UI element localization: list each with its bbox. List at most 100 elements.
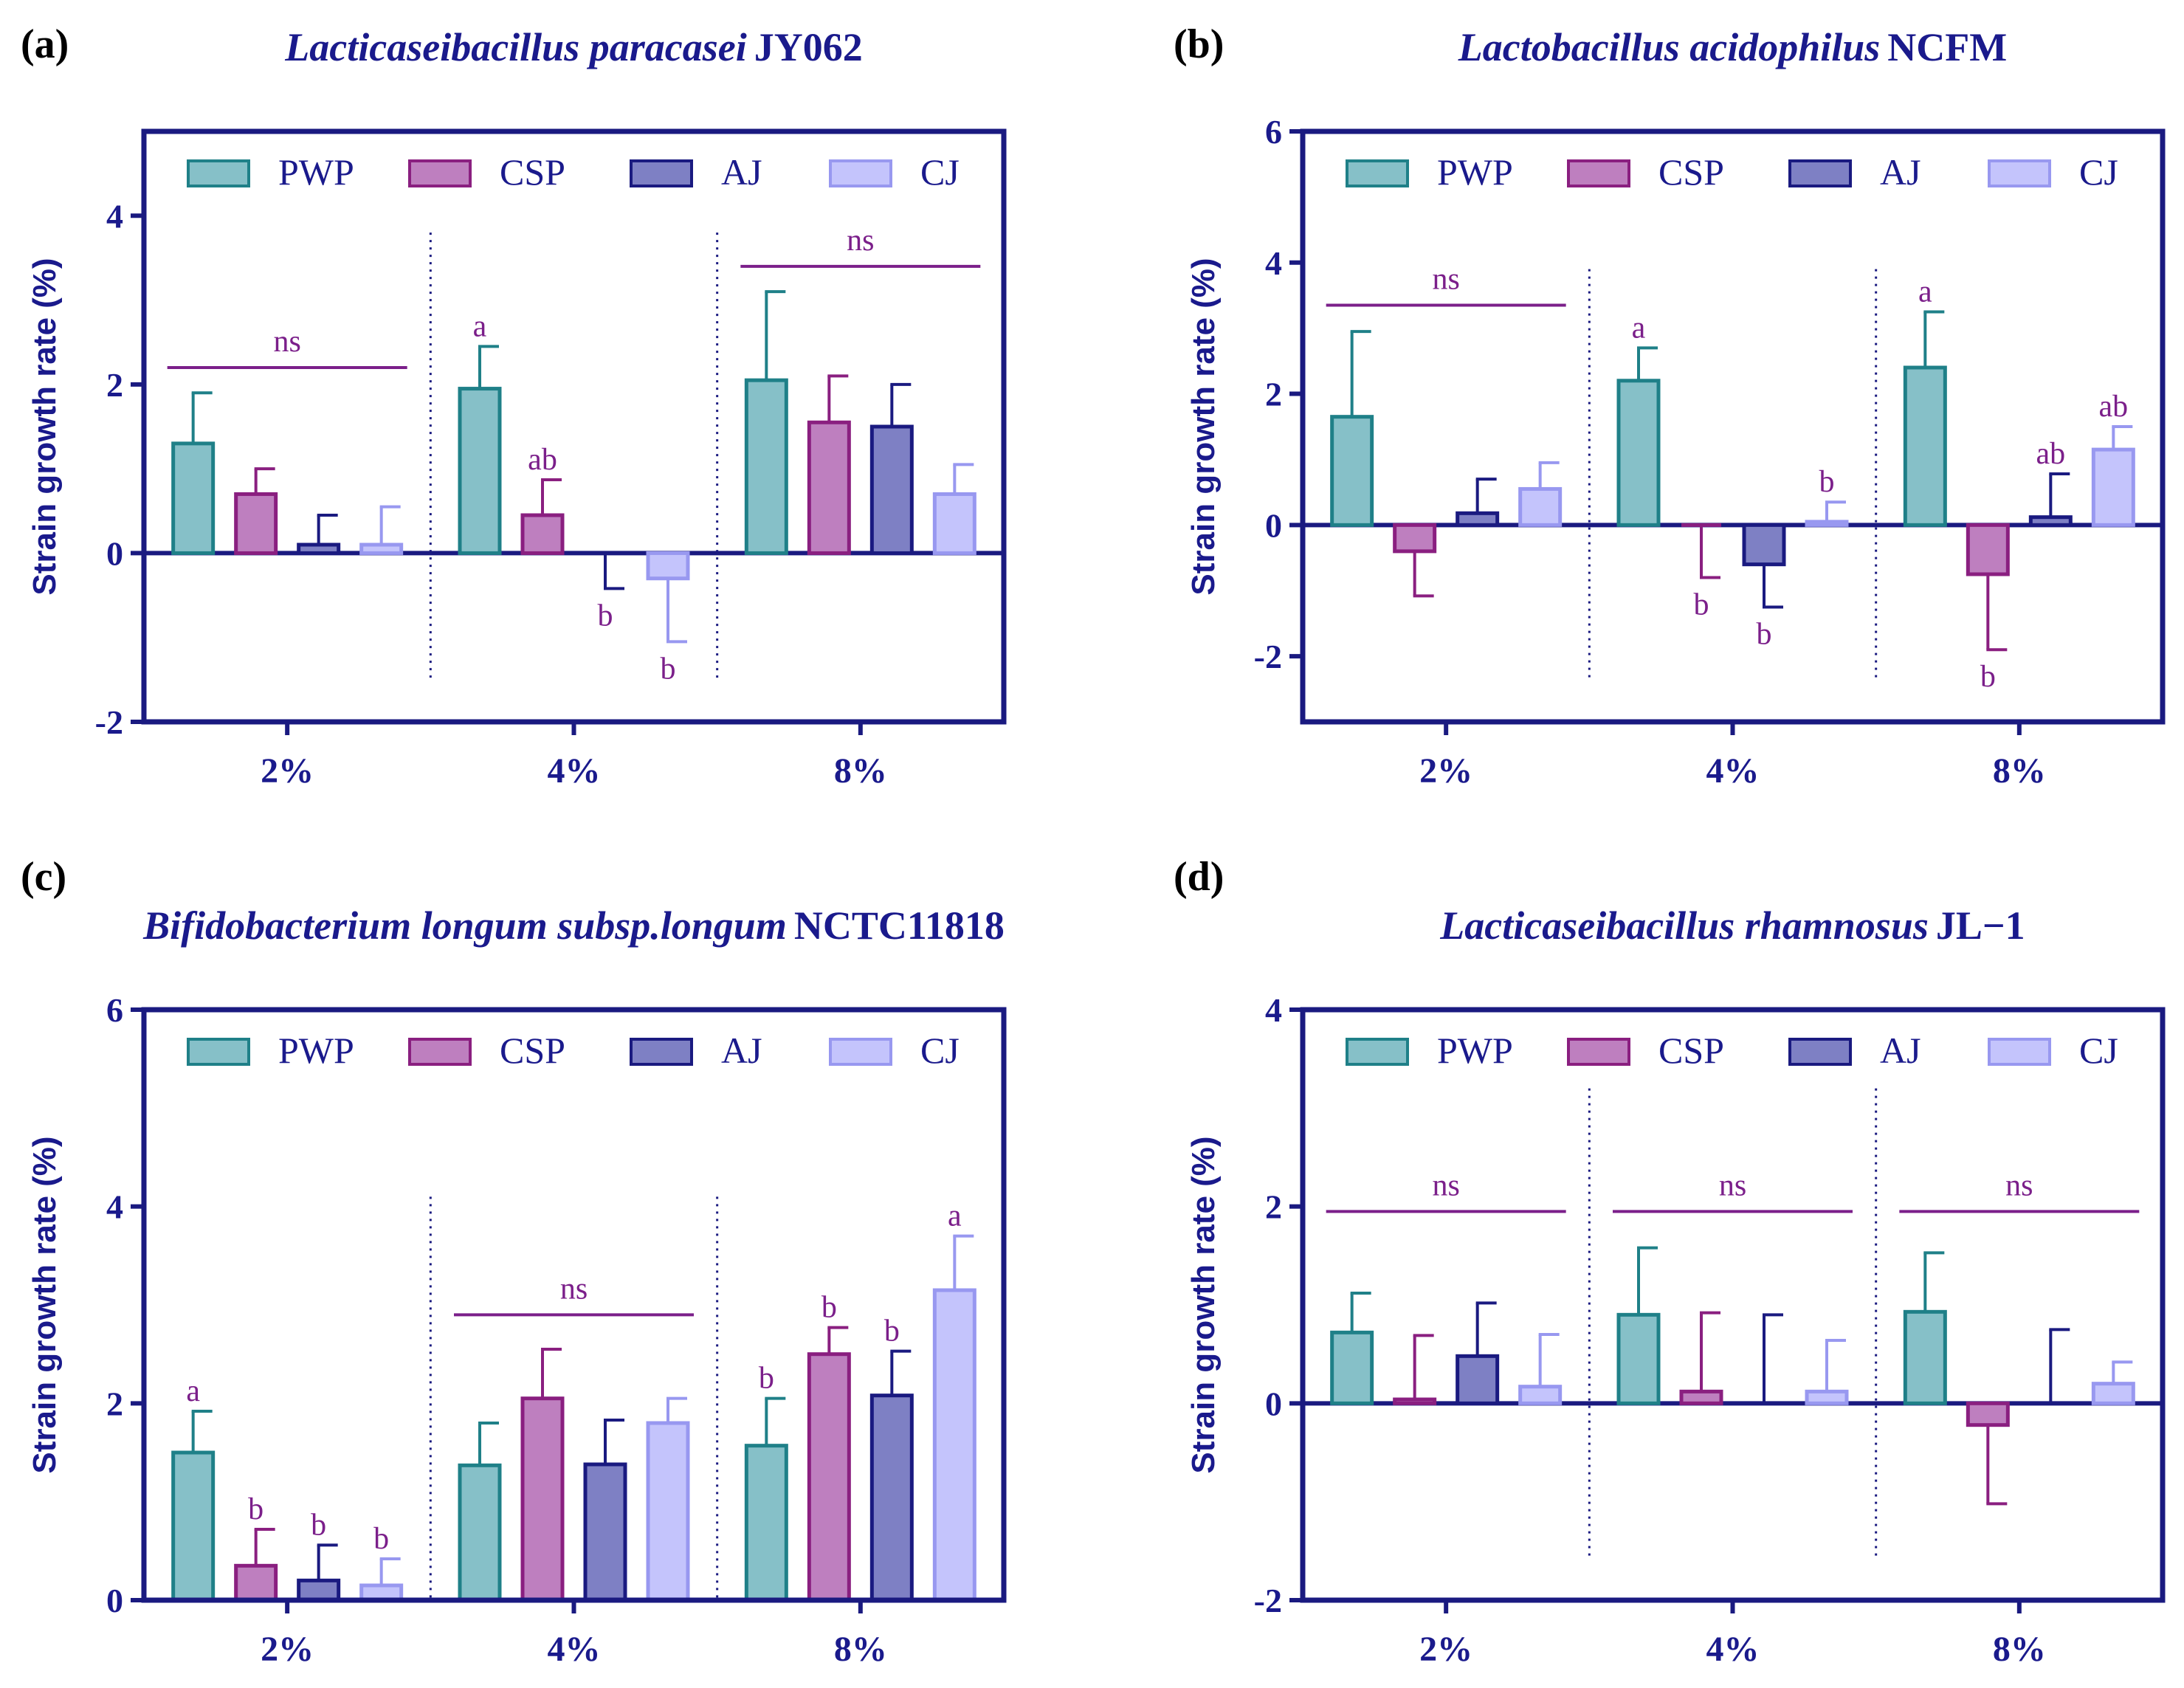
y-axis-label: Strain growth rate (%)	[1185, 1136, 1222, 1473]
chart-title-species: Bifidobacterium longum subsp.longum	[142, 903, 787, 948]
bar-pwp-2pct	[171, 441, 216, 555]
legend-label-aj: AJ	[1880, 151, 1921, 193]
significance-letter: b	[1819, 465, 1835, 499]
significance-letter: b	[661, 652, 676, 686]
legend-label-csp: CSP	[1658, 151, 1724, 193]
bar-pwp-2pct	[171, 1450, 216, 1602]
ns-label: ns	[560, 1272, 588, 1306]
bar-cj-4pct	[1805, 1389, 1849, 1405]
ns-label: ns	[2005, 1168, 2033, 1202]
significance-letter: b	[1980, 660, 1996, 694]
panel-a: (a) Lacticaseibacillus paracasei JY062 a ab b…	[21, 21, 1007, 790]
significance-letter: b	[821, 1291, 837, 1325]
x-tick-label: 4%	[548, 751, 601, 790]
legend-swatch-aj	[1788, 1038, 1852, 1066]
bar-csp-2pct	[1393, 523, 1437, 554]
plot-frame	[1300, 1007, 2166, 1603]
significance-letter: a	[948, 1199, 962, 1233]
significance-letter: a	[1632, 311, 1646, 345]
bar-pwp-4pct	[458, 387, 502, 555]
x-tick-label: 2%	[1419, 751, 1472, 790]
y-tick-label: 2	[106, 1385, 123, 1422]
significance-letter: b	[598, 599, 613, 633]
bar-aj-8pct	[869, 1394, 914, 1602]
bar-pwp-8pct	[744, 378, 788, 555]
bar-aj-2pct	[297, 1578, 341, 1602]
bar-pwp-4pct	[1616, 1312, 1661, 1405]
bar-csp-4pct	[520, 513, 565, 555]
legend-swatch-csp	[1567, 1038, 1630, 1066]
bar-pwp-2pct	[1330, 1330, 1374, 1405]
significance-letter: ab	[2099, 390, 2129, 424]
y-tick-label: 0	[106, 534, 123, 572]
bar-cj-8pct	[2091, 447, 2135, 527]
x-tick-label: 8%	[1993, 1630, 2046, 1669]
bar-cj-4pct	[1805, 520, 1849, 527]
legend-label-pwp: PWP	[278, 151, 354, 193]
bar-csp-8pct	[807, 1352, 851, 1602]
bar-aj-4pct	[583, 1462, 627, 1602]
legend-label-aj: AJ	[1880, 1030, 1921, 1071]
y-tick-label: 0	[1265, 1385, 1282, 1422]
bar-cj-4pct	[646, 1421, 690, 1602]
chart-title-species: Lacticaseibacillus paracasei	[284, 25, 746, 69]
bar-aj-2pct	[1456, 1354, 1500, 1405]
significance-letter: ab	[528, 443, 557, 477]
bar-cj-4pct	[646, 551, 690, 581]
legend-label-csp: CSP	[500, 1030, 565, 1071]
chart-title-species: Lactobacillus acidophilus	[1458, 25, 1881, 69]
significance-letter: b	[759, 1362, 774, 1396]
chart-title-strain: JL−1	[1936, 903, 2025, 948]
panel-label: (c)	[21, 854, 66, 900]
legend-label-pwp: PWP	[1437, 1030, 1513, 1071]
y-axis-label: Strain growth rate (%)	[27, 258, 63, 595]
legend-swatch-aj	[630, 159, 693, 187]
x-tick-label: 4%	[1706, 751, 1760, 790]
legend-label-cj: CJ	[2079, 1030, 2118, 1071]
chart-title: Lacticaseibacillus rhamnosus JL−1	[1439, 903, 2025, 948]
y-tick-label: 0	[106, 1582, 123, 1619]
y-tick-label: -2	[1254, 1582, 1282, 1619]
legend-label-pwp: PWP	[278, 1030, 354, 1071]
significance-letter: a	[1918, 275, 1932, 309]
bar-cj-8pct	[932, 1288, 976, 1602]
bar-cj-2pct	[1518, 1385, 1563, 1405]
significance-letter: a	[473, 309, 487, 343]
bar-cj-2pct	[359, 542, 404, 555]
bar-csp-2pct	[234, 492, 278, 555]
ns-label: ns	[1719, 1168, 1746, 1202]
chart-title-strain: JY062	[754, 25, 863, 69]
x-tick-label: 8%	[834, 1630, 887, 1669]
y-tick-label: 2	[1265, 376, 1282, 413]
y-tick-label: 0	[1265, 506, 1282, 544]
legend-label-csp: CSP	[500, 151, 565, 193]
x-tick-label: 4%	[1706, 1630, 1760, 1669]
chart-title: Lacticaseibacillus paracasei JY062	[284, 25, 862, 69]
bar-cj-2pct	[1518, 486, 1563, 527]
significance-letter: a	[186, 1374, 200, 1408]
legend-label-aj: AJ	[721, 1030, 762, 1071]
panel-label: (b)	[1174, 21, 1224, 67]
bar-pwp-4pct	[458, 1463, 502, 1602]
legend-label-aj: AJ	[721, 151, 762, 193]
y-axis-label: Strain growth rate (%)	[27, 1136, 63, 1473]
ns-label: ns	[273, 325, 300, 359]
x-tick-label: 2%	[1419, 1630, 1472, 1669]
legend-swatch-cj	[829, 159, 892, 187]
legend-label-csp: CSP	[1658, 1030, 1724, 1071]
ns-label: ns	[1432, 263, 1459, 297]
legend-swatch-cj	[1988, 159, 2051, 187]
bar-csp-8pct	[1966, 1401, 2010, 1427]
bar-csp-2pct	[234, 1563, 278, 1602]
x-tick-label: 8%	[834, 751, 887, 790]
ns-label: ns	[847, 224, 874, 258]
x-tick-label: 2%	[261, 1630, 314, 1669]
bar-csp-8pct	[807, 420, 851, 555]
bar-cj-8pct	[932, 492, 976, 555]
x-tick-label: 2%	[261, 751, 314, 790]
bar-pwp-4pct	[1616, 379, 1661, 527]
panel-label: (d)	[1174, 854, 1224, 900]
bar-csp-4pct	[1679, 1389, 1723, 1405]
y-tick-label: 4	[1265, 244, 1282, 282]
bar-pwp-2pct	[1330, 415, 1374, 527]
